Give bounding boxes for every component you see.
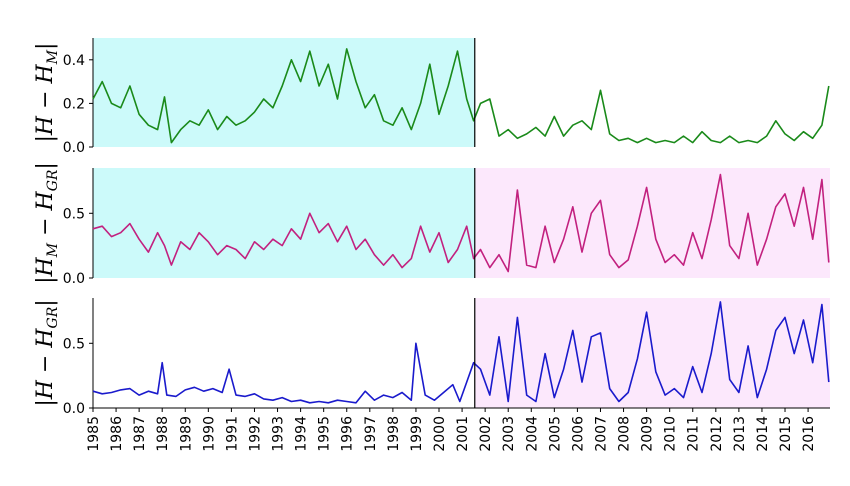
- x-tick-label: 2004: [524, 416, 540, 452]
- y-tick-label: 0.0: [63, 401, 85, 417]
- panel-1: 0.00.20.4|H − HM|: [33, 38, 830, 156]
- x-tick-label: 1996: [340, 416, 356, 452]
- panels-layer: 0.00.20.4|H − HM|0.00.5|HM − HGR|0.00.5|…: [33, 38, 830, 417]
- x-tick-label: 2010: [663, 416, 679, 452]
- x-tick-label: 2001: [455, 416, 471, 452]
- y-label-subscript: GR: [45, 306, 61, 328]
- x-tick-label: 2014: [755, 416, 771, 452]
- x-tick-label: 1990: [201, 416, 217, 452]
- x-tick-label: 2002: [478, 416, 494, 452]
- panel-3: 0.00.5|H − HGR|: [33, 298, 830, 417]
- x-tick-label: 2006: [570, 416, 586, 452]
- y-label-subscript: M: [45, 242, 61, 258]
- series-line: [92, 301, 830, 404]
- y-label-part: |: [33, 299, 58, 306]
- x-tick-label: 1993: [271, 416, 287, 452]
- x-tick-label: 2005: [547, 416, 563, 452]
- shading-region-1: [93, 38, 475, 147]
- y-axis-label: |HM − HGR|: [33, 162, 61, 284]
- y-tick-label: 0.5: [63, 336, 85, 352]
- y-tick-label: 0.2: [63, 96, 85, 112]
- panel-2: 0.00.5|HM − HGR|: [33, 162, 830, 287]
- shading-region-1: [93, 168, 475, 278]
- y-tick-label: 0.0: [63, 271, 85, 287]
- y-label-part: |H: [33, 256, 58, 283]
- y-label-part: |H − H: [33, 63, 58, 142]
- x-tick-label: 1987: [132, 416, 148, 452]
- x-axis: 1985 1986 1987 1988 1989 1990 1991 1992 1993 1994…: [86, 407, 830, 452]
- y-label-subscript: GR: [45, 169, 61, 191]
- y-tick-label: 0.0: [63, 140, 85, 156]
- x-tick-label: 2016: [801, 416, 817, 452]
- x-tick-label: 2008: [617, 416, 633, 452]
- x-tick-label: 1995: [317, 416, 333, 452]
- x-tick-label: 1986: [109, 416, 125, 452]
- y-label-part: |: [33, 162, 58, 169]
- x-tick-label: 1999: [409, 416, 425, 452]
- x-tick-label: 1985: [86, 416, 102, 452]
- x-tick-label: 2009: [640, 416, 656, 452]
- x-tick-label: 2015: [778, 416, 794, 452]
- y-label-part: |H − H: [33, 328, 58, 407]
- x-tick-label: 1998: [386, 416, 402, 452]
- x-tick-label: 1992: [247, 416, 263, 452]
- x-tick-label: 2003: [501, 416, 517, 452]
- x-tick-label: 1988: [155, 416, 171, 452]
- series-line: [92, 173, 830, 273]
- x-tick-label: 2007: [593, 416, 609, 452]
- y-label-subscript: M: [45, 49, 61, 65]
- x-tick-label: 1994: [294, 416, 310, 452]
- x-tick-label: 1997: [363, 416, 379, 452]
- y-label-part: |: [33, 43, 58, 50]
- x-tick-label: 2012: [709, 416, 725, 452]
- x-tick-label: 2013: [732, 416, 748, 452]
- x-tick-label: 2011: [686, 416, 702, 452]
- x-tick-label: 1989: [178, 416, 194, 452]
- y-tick-label: 0.4: [63, 53, 85, 69]
- y-axis-label: |H − HM|: [33, 43, 61, 143]
- y-tick-label: 0.5: [63, 206, 85, 222]
- y-axis-label: |H − HGR|: [33, 299, 61, 406]
- x-tick-label: 1991: [224, 416, 240, 452]
- y-label-part: − H: [33, 190, 58, 242]
- x-tick-label: 2000: [432, 416, 448, 452]
- series-line: [92, 48, 830, 144]
